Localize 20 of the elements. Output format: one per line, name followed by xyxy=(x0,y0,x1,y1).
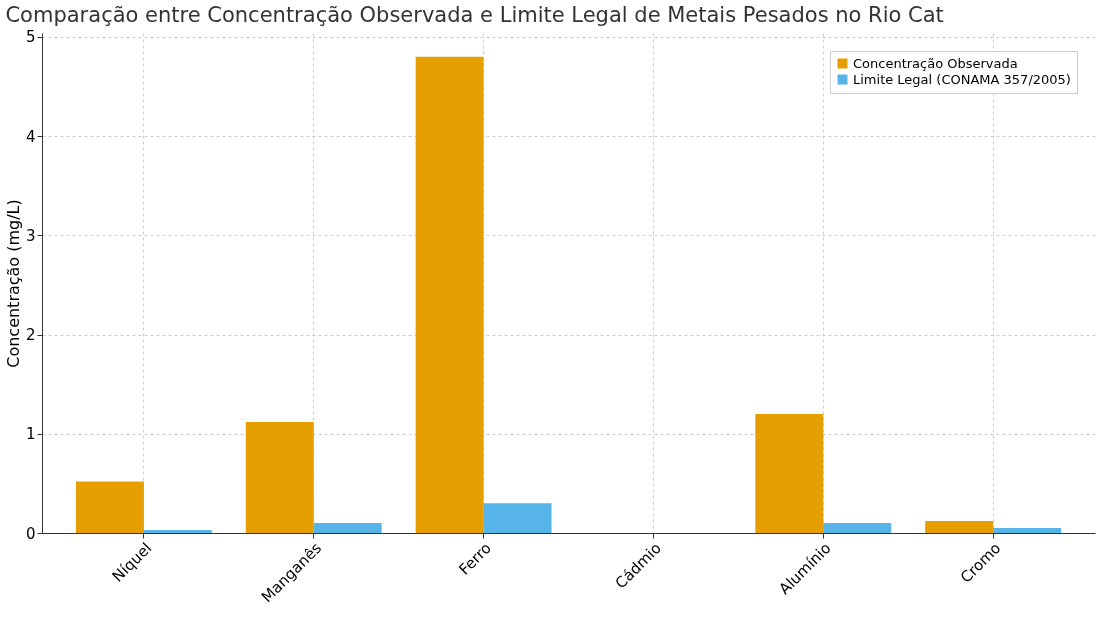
bar xyxy=(143,530,212,533)
y-tick-label: 1 xyxy=(25,425,36,444)
bar xyxy=(415,56,484,533)
legend-label: Concentração Observada xyxy=(853,55,1018,71)
y-tick-label: 2 xyxy=(25,326,36,345)
bar xyxy=(313,523,382,533)
bar xyxy=(755,413,824,533)
y-axis-title: Concentração (mg/L) xyxy=(3,199,23,368)
bar xyxy=(245,421,314,533)
legend-label: Limite Legal (CONAMA 357/2005) xyxy=(853,71,1071,87)
y-tick-label: 4 xyxy=(25,127,36,146)
bar xyxy=(993,528,1062,533)
bar xyxy=(925,521,994,533)
y-tick-label: 5 xyxy=(25,28,36,47)
bar xyxy=(75,481,144,533)
y-tick-label: 3 xyxy=(25,226,36,245)
bar xyxy=(823,523,892,533)
chart-title: Comparação entre Concentração Observada e Limite Legal de Metais Pesados no Rio Cat xyxy=(5,2,944,27)
bar xyxy=(483,503,552,533)
y-tick-label: 0 xyxy=(25,524,36,543)
